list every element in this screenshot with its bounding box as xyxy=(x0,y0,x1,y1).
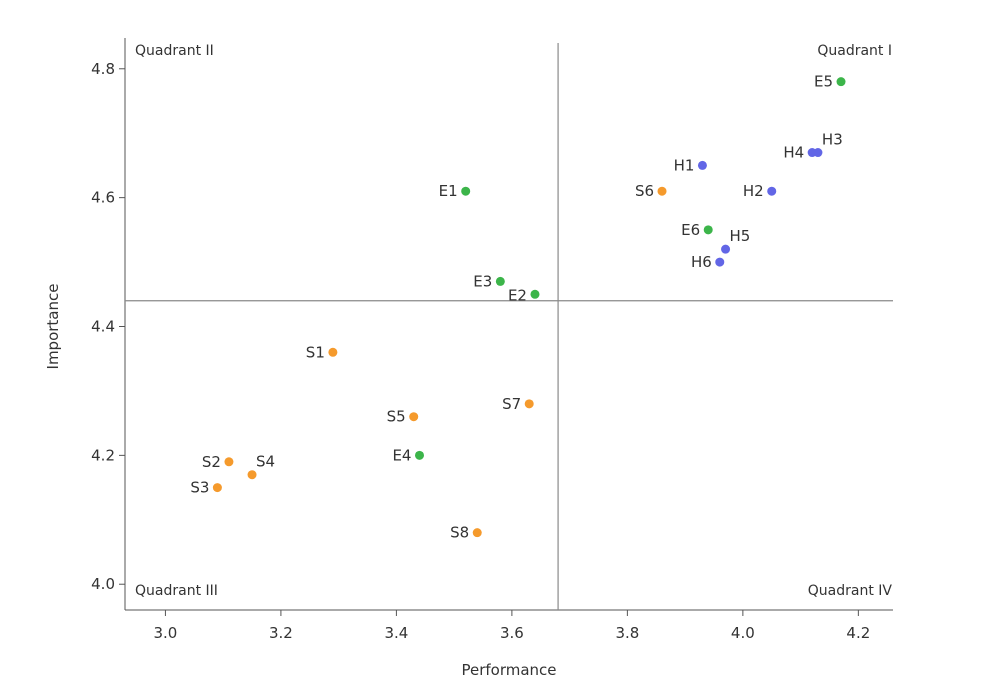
point-s6: S6 xyxy=(635,182,667,200)
x-tick-label: 4.2 xyxy=(846,624,870,642)
point-marker xyxy=(657,186,667,196)
quadrant-2-label: Quadrant II xyxy=(135,43,214,59)
point-s2: S2 xyxy=(202,453,234,471)
point-marker xyxy=(461,186,471,196)
point-e5: E5 xyxy=(814,73,846,91)
y-axis-ticks: 4.0 4.2 4.4 4.6 4.8 xyxy=(91,60,125,593)
point-label: S8 xyxy=(450,524,469,542)
point-label: H1 xyxy=(674,156,695,174)
point-h3: H3 xyxy=(813,131,843,158)
point-label: E2 xyxy=(508,286,527,304)
point-marker xyxy=(807,148,817,158)
quadrant-4-label: Quadrant IV xyxy=(808,583,893,599)
point-marker xyxy=(409,412,419,422)
point-e6: E6 xyxy=(681,221,713,239)
point-marker xyxy=(767,186,777,196)
point-e1: E1 xyxy=(439,182,471,200)
x-tick-label: 4.0 xyxy=(731,624,755,642)
point-s1: S1 xyxy=(306,343,338,361)
point-e3: E3 xyxy=(473,272,505,290)
point-s8: S8 xyxy=(450,524,482,542)
point-label: H5 xyxy=(730,227,751,245)
point-h4: H4 xyxy=(783,144,817,162)
point-label: E5 xyxy=(814,73,833,91)
point-label: S5 xyxy=(387,408,406,426)
axes xyxy=(124,38,893,611)
point-h6: H6 xyxy=(691,253,725,271)
x-tick-label: 3.0 xyxy=(153,624,177,642)
point-label: E4 xyxy=(392,446,411,464)
point-label: H3 xyxy=(822,131,843,149)
point-label: H6 xyxy=(691,253,712,271)
point-marker xyxy=(247,470,257,480)
point-s7: S7 xyxy=(502,395,534,413)
x-tick-label: 3.4 xyxy=(384,624,408,642)
point-label: S3 xyxy=(190,479,209,497)
point-s3: S3 xyxy=(190,479,222,497)
point-marker xyxy=(703,225,713,235)
y-tick-label: 4.8 xyxy=(91,60,115,78)
mean-lines xyxy=(125,43,893,610)
point-marker xyxy=(836,77,846,87)
point-label: E6 xyxy=(681,221,700,239)
x-tick-label: 3.2 xyxy=(269,624,293,642)
point-h2: H2 xyxy=(743,182,777,200)
point-label: S7 xyxy=(502,395,521,413)
point-marker xyxy=(530,289,540,299)
point-label: E3 xyxy=(473,272,492,290)
point-label: E1 xyxy=(439,182,458,200)
point-e4: E4 xyxy=(392,446,424,464)
point-marker xyxy=(715,257,725,267)
point-h5: H5 xyxy=(721,227,750,254)
point-label: S6 xyxy=(635,182,654,200)
point-s4: S4 xyxy=(247,453,275,480)
x-axis-title: Performance xyxy=(461,661,556,679)
point-marker xyxy=(524,399,534,409)
data-points: E1 E2 E3 E4 E5 E6 H1 H2 H3 H4 H5 H6 S1 S2 S3 S4 S5 S6 S7 S8 xyxy=(190,73,846,542)
x-tick-label: 3.6 xyxy=(500,624,524,642)
point-h1: H1 xyxy=(674,156,707,174)
y-tick-label: 4.2 xyxy=(91,446,115,464)
quadrant-1-label: Quadrant I xyxy=(817,43,892,59)
point-e2: E2 xyxy=(508,286,540,304)
point-marker xyxy=(224,457,234,467)
point-marker xyxy=(721,244,731,254)
point-marker xyxy=(414,450,424,460)
point-s5: S5 xyxy=(387,408,419,426)
point-label: S1 xyxy=(306,343,325,361)
y-axis-title: Importance xyxy=(44,284,62,370)
point-marker xyxy=(697,160,707,170)
point-marker xyxy=(328,347,338,357)
x-tick-label: 3.8 xyxy=(615,624,639,642)
x-axis-ticks: 3.0 3.2 3.4 3.6 3.8 4.0 4.2 xyxy=(153,610,870,642)
point-label: H4 xyxy=(783,144,804,162)
quadrant-3-label: Quadrant III xyxy=(135,583,218,599)
point-label: S2 xyxy=(202,453,221,471)
point-marker xyxy=(472,528,482,538)
point-label: S4 xyxy=(256,453,275,471)
y-tick-label: 4.6 xyxy=(91,189,115,207)
point-marker xyxy=(212,483,222,493)
y-tick-label: 4.4 xyxy=(91,318,115,336)
y-tick-label: 4.0 xyxy=(91,575,115,593)
point-label: H2 xyxy=(743,182,764,200)
point-marker xyxy=(495,276,505,286)
